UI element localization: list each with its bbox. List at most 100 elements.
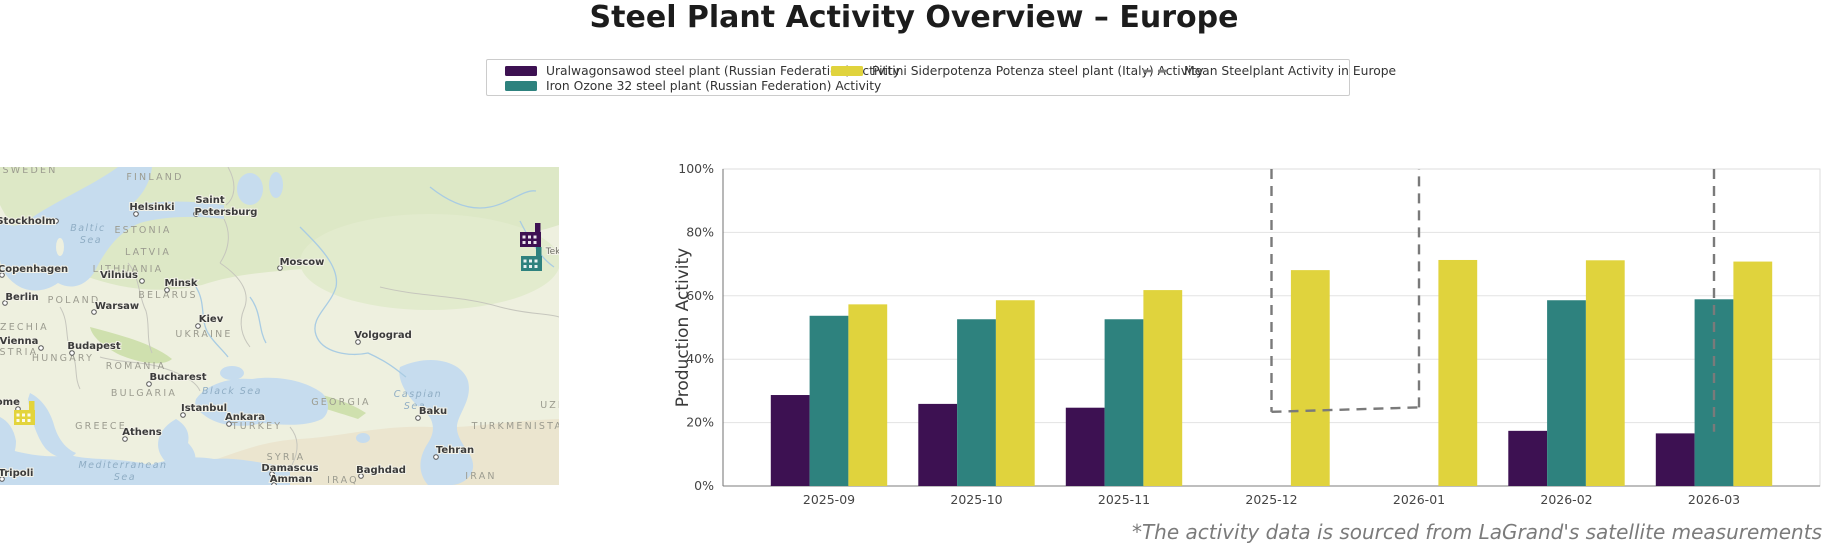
country-label: ESTONIA [114,225,171,236]
country-label: TURKMENISTAN [471,421,559,432]
bar-series0-2025-09 [770,395,810,486]
x-tick-label: 2025-12 [1245,492,1297,507]
sea-caspian [399,359,474,485]
city-label: Warsaw [95,301,139,312]
legend-swatch [505,65,537,76]
activity-bar-chart: 0% 20% 40% 60% 80% 100% 2025-09 2025-10 2025-11 2… [600,140,1828,512]
city-label: Copenhagen [0,264,68,275]
city-dot [180,412,186,418]
country-label: LATVIA [125,247,171,258]
x-tick-label: 2026-01 [1393,492,1445,507]
country-label: BELARUS [138,290,198,301]
sea-label: Baltic [70,223,106,234]
city-label: Petersburg [195,207,258,218]
river [249,296,267,344]
country-label: UZBEKISTAN [540,400,559,411]
border-line [219,262,251,348]
country-label: GREECE [75,421,127,432]
city-label: Istanbul [181,403,227,414]
city-dot [0,272,5,278]
y-tick-label: 60% [686,288,714,303]
lake-urmia [356,433,370,443]
lake-ladoga [237,173,263,205]
city-label: Rome [0,397,20,408]
bar-series2-2025-09 [848,304,888,486]
city-label: Saint [195,195,224,206]
city-label: Budapest [67,341,121,352]
country-label: UKRAINE [175,329,232,340]
legend-label: Mean Steelplant Activity in Europe [1184,63,1397,78]
map-terrain-carpathians [90,327,172,364]
city-label: Athens [122,427,162,438]
border-line [219,218,229,264]
country-label: POLAND [48,295,101,306]
border-line [127,262,153,354]
sea-label: Sea [114,472,136,483]
city-dot [269,471,275,477]
map-canvas: SWEDEN FINLAND ESTONIA LATVIA LITHUANIA BELAR… [0,167,559,485]
city-dot [415,415,421,421]
bar-series1-2025-09 [809,315,849,486]
city-dot [271,482,277,485]
bar-series2-2026-03 [1733,261,1773,486]
map-terrain-east [300,214,559,310]
country-label: FINLAND [126,172,183,183]
x-tick-label: 2025-10 [950,492,1002,507]
city-label: Kiev [199,314,224,325]
city-label: Stockholm [0,216,56,227]
bar-series0-2025-10 [918,403,958,486]
country-label: TURKEY [231,421,283,432]
sea-baltic [0,167,224,291]
city-dot [69,350,75,356]
city-label: Tripoli [0,468,33,479]
pittini-siderpotenza-plant-marker-factory-icon [14,401,35,425]
bar-series1-2025-10 [957,319,996,486]
iron-ozone-32-plant-marker-factory-icon [521,247,542,271]
country-label: SWEDEN [2,167,57,176]
city-label: Helsinki [129,202,174,213]
river [429,186,537,209]
island-gotland [56,238,64,256]
border-line [99,356,201,392]
sea-aegean [158,419,196,470]
legend-swatch [831,65,863,76]
sea-adriatic [28,393,76,458]
bar-series2-2026-02 [1585,260,1625,486]
city-label: Volgograd [354,330,412,341]
country-label: CZECHIA [0,322,49,333]
bar-series2-2026-01 [1438,259,1478,486]
city-dot [139,278,145,284]
sea-label: Sea [80,235,102,246]
sea-label: Caspian [394,389,442,400]
sea-black [195,377,328,426]
x-tick-label: 2025-09 [803,492,855,507]
city-dot [355,339,361,345]
legend-item-3: Mean Steelplant Activity in Europe [1143,63,1396,78]
city-dot [133,211,139,217]
city-dot [146,381,152,387]
chart-canvas: 0% 20% 40% 60% 80% 100% 2025-09 2025-10 2025-11 2… [673,161,1821,507]
city-label: Bucharest [150,372,207,383]
y-tick-label: 80% [686,224,714,239]
country-label: SYRIA [267,452,306,463]
bar-series0-2025-11 [1065,407,1105,486]
sea-label: Mediterranean [78,460,167,471]
city-dot [122,436,128,442]
city-label: Damascus [261,463,318,474]
city-dot [0,476,5,482]
city-label: Ankara [225,412,265,423]
sea-label: Sea [404,401,426,412]
country-label: ROMANIA [106,361,167,372]
x-tick-label: 2026-03 [1688,492,1740,507]
y-tick-label: 40% [686,351,714,366]
sea-mediterranean [0,447,290,485]
bar-series0-2026-02 [1508,430,1548,486]
europe-map: SWEDEN FINLAND ESTONIA LATVIA LITHUANIA BELAR… [0,167,559,485]
map-terrain-north [0,167,559,290]
city-label: Berlin [5,292,38,303]
y-tick-label: 0% [694,478,714,493]
x-tick-label: 2025-11 [1098,492,1150,507]
country-label: GEORGIA [311,397,371,408]
city-dot [277,265,283,271]
